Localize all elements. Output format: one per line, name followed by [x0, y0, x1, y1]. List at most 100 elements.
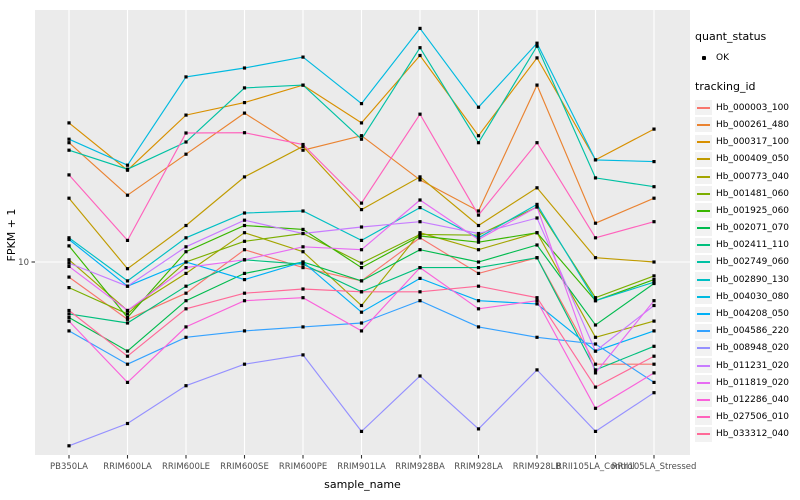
data-point	[418, 206, 422, 210]
data-point	[593, 335, 598, 339]
data-point	[418, 53, 422, 58]
data-point	[359, 290, 364, 294]
series-color-key-icon	[695, 375, 712, 391]
x-tick-label: RRIM600LE	[162, 462, 210, 472]
legend-quant-title: quant_status	[695, 30, 767, 43]
legend-item: Hb_002411_110	[695, 237, 799, 254]
legend-item: Hb_000317_100	[695, 134, 799, 151]
data-point	[242, 218, 247, 222]
data-point	[67, 312, 71, 316]
data-point	[476, 223, 481, 228]
data-point	[67, 173, 71, 177]
data-point	[418, 374, 422, 378]
data-point	[359, 201, 364, 205]
legend-item: Hb_000409_050	[695, 151, 799, 168]
data-point	[652, 220, 656, 224]
data-point	[184, 335, 188, 339]
data-point	[418, 248, 422, 252]
x-tick-label: PB350LA	[50, 462, 88, 472]
data-point	[301, 262, 305, 266]
data-point	[184, 325, 188, 329]
data-point	[476, 237, 481, 242]
data-point	[67, 196, 71, 200]
data-point	[593, 221, 598, 225]
data-point	[593, 158, 598, 162]
legend-item: Hb_004208_050	[695, 305, 799, 322]
data-point	[184, 75, 188, 79]
data-point	[184, 284, 188, 288]
x-tick-label: RRIM928LB	[513, 462, 562, 472]
legend-item: Hb_027506_010	[695, 409, 799, 426]
series-color-key-icon	[695, 237, 712, 253]
data-point	[418, 220, 422, 224]
data-point	[359, 429, 364, 433]
legend-item-label: Hb_000003_100	[716, 102, 790, 113]
data-point	[359, 238, 364, 242]
data-point	[476, 248, 481, 252]
data-point	[184, 266, 188, 270]
x-tick-label: RRIM928BA	[395, 462, 445, 472]
data-point	[652, 127, 656, 131]
data-point	[242, 291, 247, 295]
data-point	[301, 55, 305, 59]
data-point	[242, 258, 247, 262]
data-point	[476, 427, 481, 431]
series-color-key-icon	[695, 254, 712, 270]
data-point	[301, 260, 305, 264]
data-point	[359, 208, 364, 212]
data-point	[359, 248, 364, 252]
data-point	[476, 271, 481, 275]
x-tick-label: RRIM600SE	[220, 462, 269, 472]
data-point	[301, 245, 305, 249]
x-tick-label: RRIM600PE	[279, 462, 327, 472]
data-point	[125, 238, 130, 242]
data-point	[67, 444, 71, 448]
data-point	[184, 113, 188, 117]
data-point	[535, 141, 539, 145]
legend-item: Hb_002890_130	[695, 271, 799, 288]
data-point	[593, 429, 598, 433]
data-point	[476, 284, 481, 288]
data-point	[418, 276, 422, 280]
data-point	[535, 335, 539, 339]
data-point	[652, 260, 656, 264]
data-point	[652, 371, 656, 375]
series-color-key-icon	[695, 340, 712, 356]
data-point	[418, 175, 422, 179]
data-point	[242, 175, 247, 179]
data-point	[67, 286, 71, 290]
data-point	[184, 245, 188, 249]
data-point	[125, 315, 130, 320]
data-point	[359, 303, 364, 308]
data-point	[125, 267, 130, 271]
data-point	[67, 315, 71, 320]
data-point	[125, 380, 130, 384]
data-point	[301, 144, 305, 148]
legend-item-label: Hb_000773_040	[716, 171, 790, 182]
data-point	[359, 137, 364, 141]
legend-item-label: OK	[716, 52, 729, 63]
data-point	[125, 308, 130, 313]
ok-point-icon	[695, 50, 712, 66]
data-point	[593, 176, 598, 180]
data-point	[418, 198, 422, 202]
legend-item-quant: OK	[695, 49, 799, 66]
data-point	[242, 211, 247, 215]
legend-item: Hb_001481_060	[695, 185, 799, 202]
x-axis-title: sample_name	[324, 478, 401, 491]
data-point	[67, 121, 71, 125]
legend-item: Hb_000003_100	[695, 99, 799, 116]
data-point	[476, 233, 481, 237]
data-point	[125, 354, 130, 358]
data-point	[652, 391, 656, 395]
x-tick-label: RRII105LA_Stressed	[612, 462, 697, 472]
series-color-key-icon	[695, 426, 712, 442]
data-point	[301, 287, 305, 291]
data-point	[301, 209, 305, 213]
data-point	[67, 237, 71, 242]
data-point	[242, 86, 247, 90]
data-point	[67, 329, 71, 333]
data-point	[652, 274, 656, 278]
data-point	[418, 234, 422, 238]
data-point	[418, 290, 422, 294]
